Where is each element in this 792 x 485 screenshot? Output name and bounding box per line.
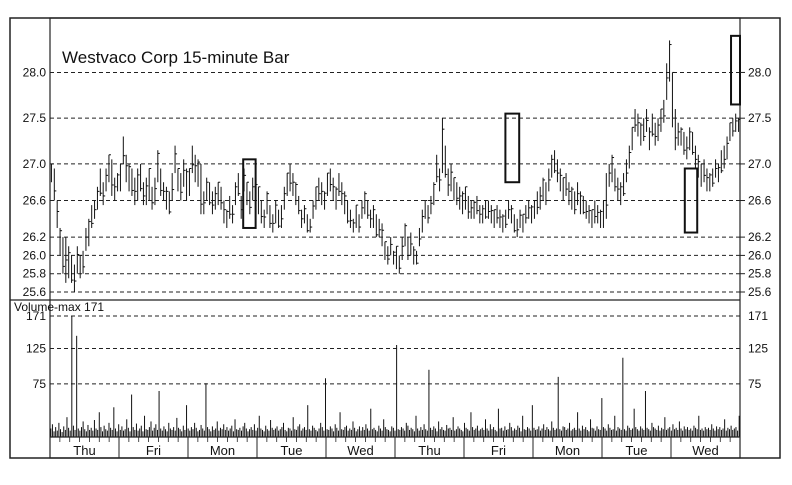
highlight-box [504, 112, 521, 184]
price-tick-label-right: 28.0 [748, 65, 772, 79]
price-tick-label-right: 25.6 [748, 285, 772, 299]
volume-tick-label-left: 125 [26, 342, 46, 356]
x-tick-label: Fri [491, 443, 506, 458]
volume-tick-label-left: 171 [26, 309, 46, 323]
price-tick-label-left: 28.0 [23, 65, 47, 79]
price-tick-label-right: 25.8 [748, 267, 772, 281]
price-tick-label-left: 25.6 [23, 285, 47, 299]
x-tick-label: Wed [692, 443, 719, 458]
volume-tick-label-right: 171 [748, 309, 768, 323]
price-tick-label-left: 26.2 [23, 230, 47, 244]
price-tick-label-right: 27.0 [748, 157, 772, 171]
price-tick-label-left: 25.8 [23, 267, 47, 281]
highlight-box [683, 167, 699, 234]
price-bars [50, 40, 741, 292]
chart-frame [9, 17, 781, 459]
price-tick-label-left: 27.0 [23, 157, 47, 171]
volume-tick-label-right: 125 [748, 342, 768, 356]
x-tick-label: Tue [626, 443, 648, 458]
volume-label: Volume-max 171 [14, 300, 104, 314]
volume-tick-label-left: 75 [33, 377, 47, 391]
price-tick-label-left: 26.6 [23, 194, 47, 208]
highlight-box [242, 158, 257, 229]
x-tick-label: Fri [146, 443, 161, 458]
price-tick-label-right: 26.6 [748, 194, 772, 208]
x-tick-label: Wed [347, 443, 374, 458]
chart-title: Westvaco Corp 15-minute Bar [62, 48, 290, 67]
x-tick-label: Mon [210, 443, 235, 458]
x-tick-label: Tue [281, 443, 303, 458]
price-tick-label-right: 26.0 [748, 248, 772, 262]
volume-tick-label-right: 75 [748, 377, 762, 391]
plot-area [49, 17, 741, 459]
price-tick-label-right: 27.5 [748, 111, 772, 125]
x-tick-label: Thu [418, 443, 440, 458]
highlight-box [730, 34, 742, 106]
highlight-boxes [242, 34, 742, 234]
grid-layer [50, 71, 740, 385]
price-tick-label-right: 26.2 [748, 230, 772, 244]
price-tick-label-left: 27.5 [23, 111, 47, 125]
price-tick-label-left: 26.0 [23, 248, 47, 262]
x-tick-label: Thu [73, 443, 95, 458]
volume-bars [50, 316, 740, 437]
axes: 28.0 28.0 27.5 27.5 27.0 27.0 26.6 26.6 26.2 26.2… [10, 65, 772, 458]
x-tick-label: Mon [555, 443, 580, 458]
